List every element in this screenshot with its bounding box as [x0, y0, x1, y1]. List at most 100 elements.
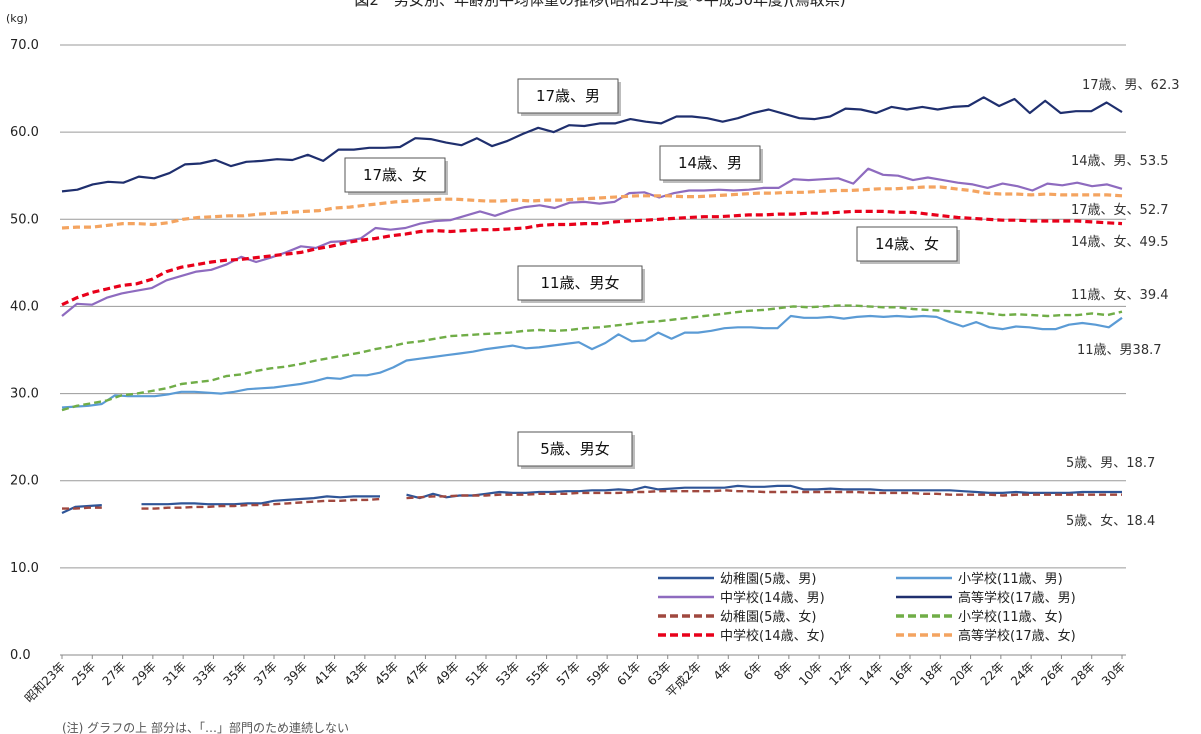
y-tick-label: 60.0 [10, 125, 39, 140]
x-tick-label: 18年 [917, 659, 946, 688]
box-label-b17m: 17歳、男 [517, 78, 621, 116]
box-frame [856, 226, 958, 262]
legend: 幼稚園(5歳、男) 小学校(11歳、男) 中学校(14歳、男) 高等学校(17歳、男)… [658, 571, 1076, 644]
y-tick-label: 70.0 [10, 38, 39, 53]
x-tick-label: 28年 [1069, 659, 1098, 688]
x-tick-label: 57年 [554, 659, 583, 688]
series-lines [61, 96, 1123, 514]
legend-item: 小学校(11歳、女) [896, 609, 1063, 625]
series-line-4 [62, 489, 1122, 510]
x-tick-label: 6年 [741, 659, 765, 683]
x-tick-label: 30年 [1099, 659, 1128, 688]
chart-title: 図2 男女別、年齢別平均体重の推移(昭和23年度～平成30年度)(鳥取県) [354, 0, 845, 9]
x-tick-label: 昭和23年 [22, 659, 68, 705]
grid-lines [60, 44, 1126, 656]
box-text: 5歳、男女 [540, 440, 610, 458]
box-frame [659, 145, 761, 181]
x-tick-label: 24年 [1008, 659, 1037, 688]
legend-label: 高等学校(17歳、男) [958, 590, 1076, 606]
x-tick-label: 61年 [614, 659, 643, 688]
series-line-3 [61, 96, 1123, 193]
x-tick-label: 59年 [584, 659, 613, 688]
end-label-e5f: 5歳、女、18.4 [1066, 513, 1155, 529]
x-tick-label: 20年 [948, 659, 977, 688]
series-line-0 [61, 484, 1122, 514]
series-box-labels: 17歳、男 17歳、女 14歳、男 14歳、女 11歳、男女 5歳、男女 [344, 78, 960, 469]
box-label-b14m: 14歳、男 [659, 145, 763, 183]
end-label-e14f: 14歳、女、49.5 [1071, 234, 1169, 250]
x-tick-label: 43年 [342, 659, 371, 688]
box-frame [517, 78, 619, 114]
legend-label: 高等学校(17歳、女) [958, 628, 1076, 644]
series-line-1 [61, 314, 1123, 409]
legend-item: 小学校(11歳、男) [896, 571, 1063, 587]
x-tick-label: 47年 [402, 659, 431, 688]
x-tick-label: 39年 [281, 659, 310, 688]
x-tick-label: 27年 [100, 659, 129, 688]
x-tick-label: 31年 [160, 659, 189, 688]
legend-label: 幼稚園(5歳、女) [720, 609, 816, 625]
x-tick-label: 37年 [251, 659, 280, 688]
box-frame [344, 157, 446, 193]
x-tick-label: 22年 [978, 659, 1007, 688]
x-tick-label: 26年 [1038, 659, 1067, 688]
y-tick-label: 0.0 [10, 648, 31, 663]
legend-label: 中学校(14歳、女) [720, 628, 825, 644]
x-tick-label: 55年 [524, 659, 553, 688]
end-label-e5m: 5歳、男、18.7 [1066, 456, 1155, 471]
series-line-6 [61, 209, 1123, 307]
box-frame [517, 431, 633, 467]
box-label-b14f: 14歳、女 [856, 226, 960, 264]
series-end-labels: 17歳、男、62.3 14歳、男、53.5 17歳、女、52.7 14歳、女、49.5… [1066, 78, 1180, 529]
x-tick-label: 41年 [312, 659, 341, 688]
x-tick-label: 16年 [887, 659, 916, 688]
legend-label: 小学校(11歳、男) [958, 571, 1063, 587]
series-line-7 [61, 185, 1123, 230]
x-tick-label: 29年 [130, 659, 159, 688]
legend-item: 高等学校(17歳、女) [896, 628, 1076, 644]
end-label-e17m: 17歳、男、62.3 [1082, 78, 1180, 93]
y-tick-label: 30.0 [10, 387, 39, 402]
y-axis-unit: (kg) [6, 12, 28, 25]
x-tick-label: 12年 [826, 659, 855, 688]
box-frame [517, 265, 643, 301]
x-tick-labels: 昭和23年 25年 27年 29年 31年 33年 35年 37年 39年 41年 43年 45年 47… [22, 655, 1128, 705]
box-label-b11: 11歳、男女 [517, 265, 645, 303]
legend-item: 幼稚園(5歳、男) [658, 572, 816, 587]
x-tick-label: 53年 [493, 659, 522, 688]
legend-item: 高等学校(17歳、男) [896, 590, 1076, 606]
legend-item: 幼稚園(5歳、女) [658, 609, 816, 625]
x-tick-label: 49年 [433, 659, 462, 688]
series-line-5 [61, 304, 1123, 412]
box-label-b5: 5歳、男女 [517, 431, 635, 469]
y-tick-label: 40.0 [10, 299, 39, 314]
box-text: 17歳、男 [536, 87, 600, 105]
x-tick-label: 4年 [711, 659, 735, 683]
y-tick-label: 50.0 [10, 212, 39, 227]
series-line-2 [61, 167, 1123, 317]
legend-label: 中学校(14歳、男) [720, 590, 825, 606]
legend-label: 幼稚園(5歳、男) [720, 572, 816, 587]
box-text: 11歳、男女 [540, 274, 619, 292]
x-tick-label: 51年 [463, 659, 492, 688]
x-tick-label: 35年 [221, 659, 250, 688]
y-tick-label: 20.0 [10, 474, 39, 489]
x-tick-label: 8年 [771, 659, 795, 683]
y-tick-labels: 0.0 10.0 20.0 30.0 40.0 50.0 60.0 70.0 [10, 38, 39, 663]
x-tick-label: 10年 [796, 659, 825, 688]
footnote: (注) グラフの上 部分は、「…」部門のため連続しない [62, 720, 349, 734]
end-label-e17f: 17歳、女、52.7 [1071, 202, 1169, 218]
legend-item: 中学校(14歳、女) [658, 628, 825, 644]
box-text: 17歳、女 [363, 166, 427, 184]
x-tick-label: 33年 [190, 659, 219, 688]
legend-label: 小学校(11歳、女) [958, 609, 1063, 625]
end-label-e11m: 11歳、男38.7 [1077, 343, 1162, 358]
legend-item: 中学校(14歳、男) [658, 590, 825, 606]
end-label-e11f: 11歳、女、39.4 [1071, 287, 1169, 303]
x-tick-label: 25年 [69, 659, 98, 688]
box-text: 14歳、男 [678, 154, 742, 172]
y-tick-label: 10.0 [10, 561, 39, 576]
end-label-e14m: 14歳、男、53.5 [1071, 154, 1169, 169]
